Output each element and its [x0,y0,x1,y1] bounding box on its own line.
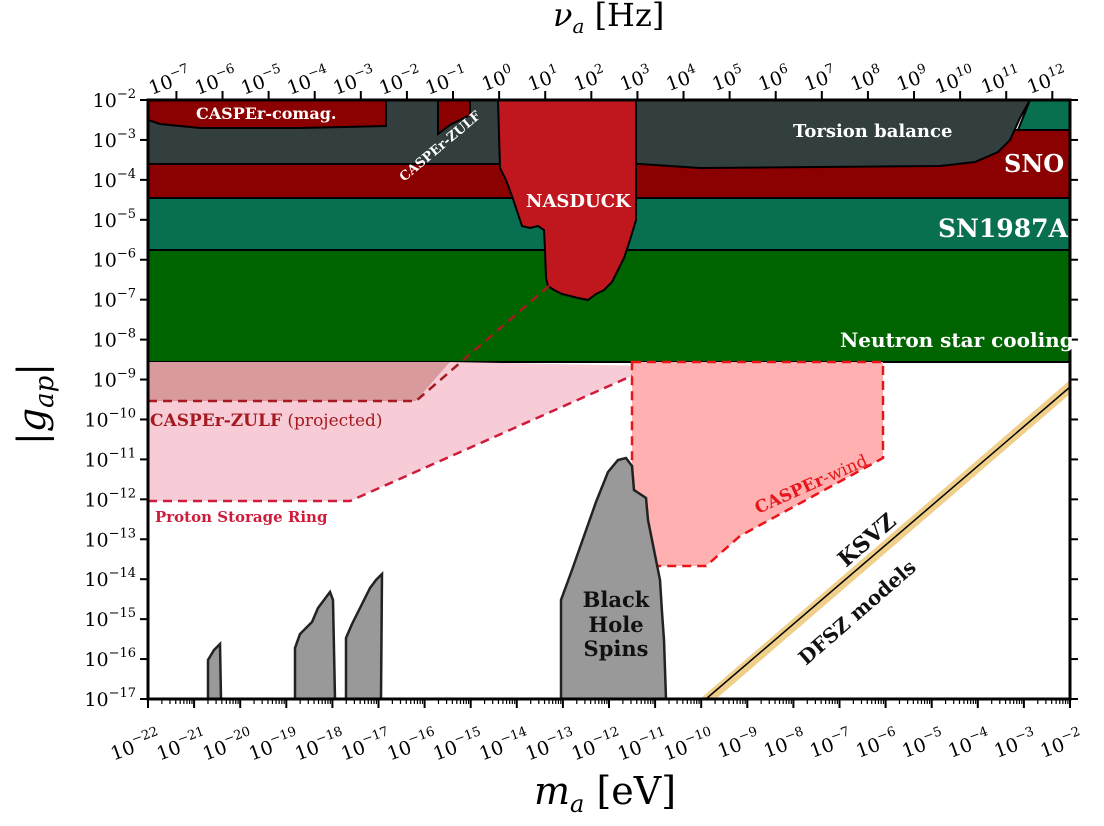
x2-tick-label: 105 [708,61,747,96]
x2-axis-title: νa [Hz] [553,0,664,38]
label-neutron-star-cooling: Neutron star cooling [840,328,1074,352]
dfsz-band [700,380,1070,699]
x-axis-title: ma [eV] [534,769,676,818]
region-casper-zulf-projected [148,362,450,401]
region-nasduck [496,100,637,302]
y-tick-label: 10−15 [84,606,136,631]
y-tick-label: 10−2 [93,87,136,112]
x-tick-label: 10−9 [714,724,763,762]
x2-tick-label: 101 [524,61,563,96]
y-tick-label: 10−11 [84,446,136,471]
region-black-hole-spins-1 [206,641,223,699]
x-tick-label: 10−7 [806,724,855,762]
region-casper-comag [148,100,387,129]
x-tick-label: 10−10 [660,724,717,765]
label-nasduck: NASDUCK [526,191,632,212]
x-tick-label: 10−6 [852,724,901,762]
x2-tick-label: 103 [616,61,655,96]
x2-tick-label: 10−1 [421,61,470,99]
y-tick-label: 10−7 [93,287,136,312]
x2-tick-label: 1010 [931,61,978,98]
y-tick-label: 10−16 [84,646,136,671]
y-tick-label: 10−10 [84,406,136,431]
region-black-hole-spins-4 [559,456,668,699]
label-casper-comag: CASPEr-comag. [196,104,336,123]
x-tick-label: 10−4 [944,724,993,762]
x2-tick-label: 10−2 [375,61,424,99]
x-axis-bottom: 10−2210−2110−2010−1910−1810−1710−1610−15… [108,699,1085,765]
plot-area [148,100,1070,699]
label-sno: SNO [1004,149,1064,178]
x-tick-label: 10−8 [760,724,809,762]
ksvz-line [705,386,1070,699]
x-axis-top: 10−7 10−6 10−5 10−4 10−3 10−2 10−1 100 101 102 103… [145,61,1070,100]
region-black-hole-spins-3 [344,570,384,699]
y-tick-label: 10−6 [93,247,136,272]
y-tick-label: 10−13 [84,526,136,551]
y-tick-label: 10−17 [84,686,136,711]
region-casper-zulf [437,100,471,136]
x2-tick-label: 109 [893,61,932,96]
x-tick-label: 10−5 [898,724,947,762]
x2-tick-label: 100 [478,61,517,96]
x2-tick-label: 108 [847,61,886,96]
x2-tick-label: 107 [800,61,839,96]
y-tick-label: 10−14 [84,566,136,591]
label-casper-zulf-projected: CASPEr-ZULF (projected) [150,411,383,431]
y-axis-title: |gap| [10,363,60,445]
x2-tick-label: 10−6 [191,61,240,99]
label-black-hole-spins-2: Hole [588,612,643,637]
x2-tick-label: 10−4 [283,61,332,99]
x2-tick-label: 1011 [977,61,1024,98]
y-tick-label: 10−8 [93,327,136,352]
label-black-hole-spins-1: Black [583,587,650,612]
x2-tick-label: 10−7 [145,61,194,99]
psr-boundary-line [148,364,655,503]
x2-tick-label: 106 [754,61,793,96]
x2-tick-label: 102 [570,61,609,96]
x-tick-label: 10−3 [990,724,1039,762]
region-casper-wind [630,360,885,568]
x-tick-label: 10−2 [1036,724,1085,762]
label-torsion-balance: Torsion balance [793,121,952,142]
y-tick-label: 10−5 [93,207,136,232]
y-tick-label: 10−4 [93,167,136,192]
x2-tick-label: 1012 [1023,61,1070,98]
region-top-right-green [1016,100,1070,131]
y-axis: 10−2 10−3 10−4 10−5 10−6 10−7 10−8 10−9 10−10 10−… [84,87,1078,711]
label-proton-storage-ring: Proton Storage Ring [155,508,328,526]
label-sn1987a: SN1987A [938,214,1068,243]
x2-tick-label: 10−5 [237,61,286,99]
y-tick-label: 10−9 [93,367,136,392]
x2-tick-label: 104 [662,61,701,96]
region-black-hole-spins-2 [293,589,337,699]
y-tick-label: 10−12 [84,486,136,511]
x2-tick-label: 10−3 [329,61,378,99]
label-black-hole-spins-3: Spins [584,636,649,661]
region-proton-storage-ring [148,362,654,501]
y-tick-label: 10−3 [93,127,136,152]
